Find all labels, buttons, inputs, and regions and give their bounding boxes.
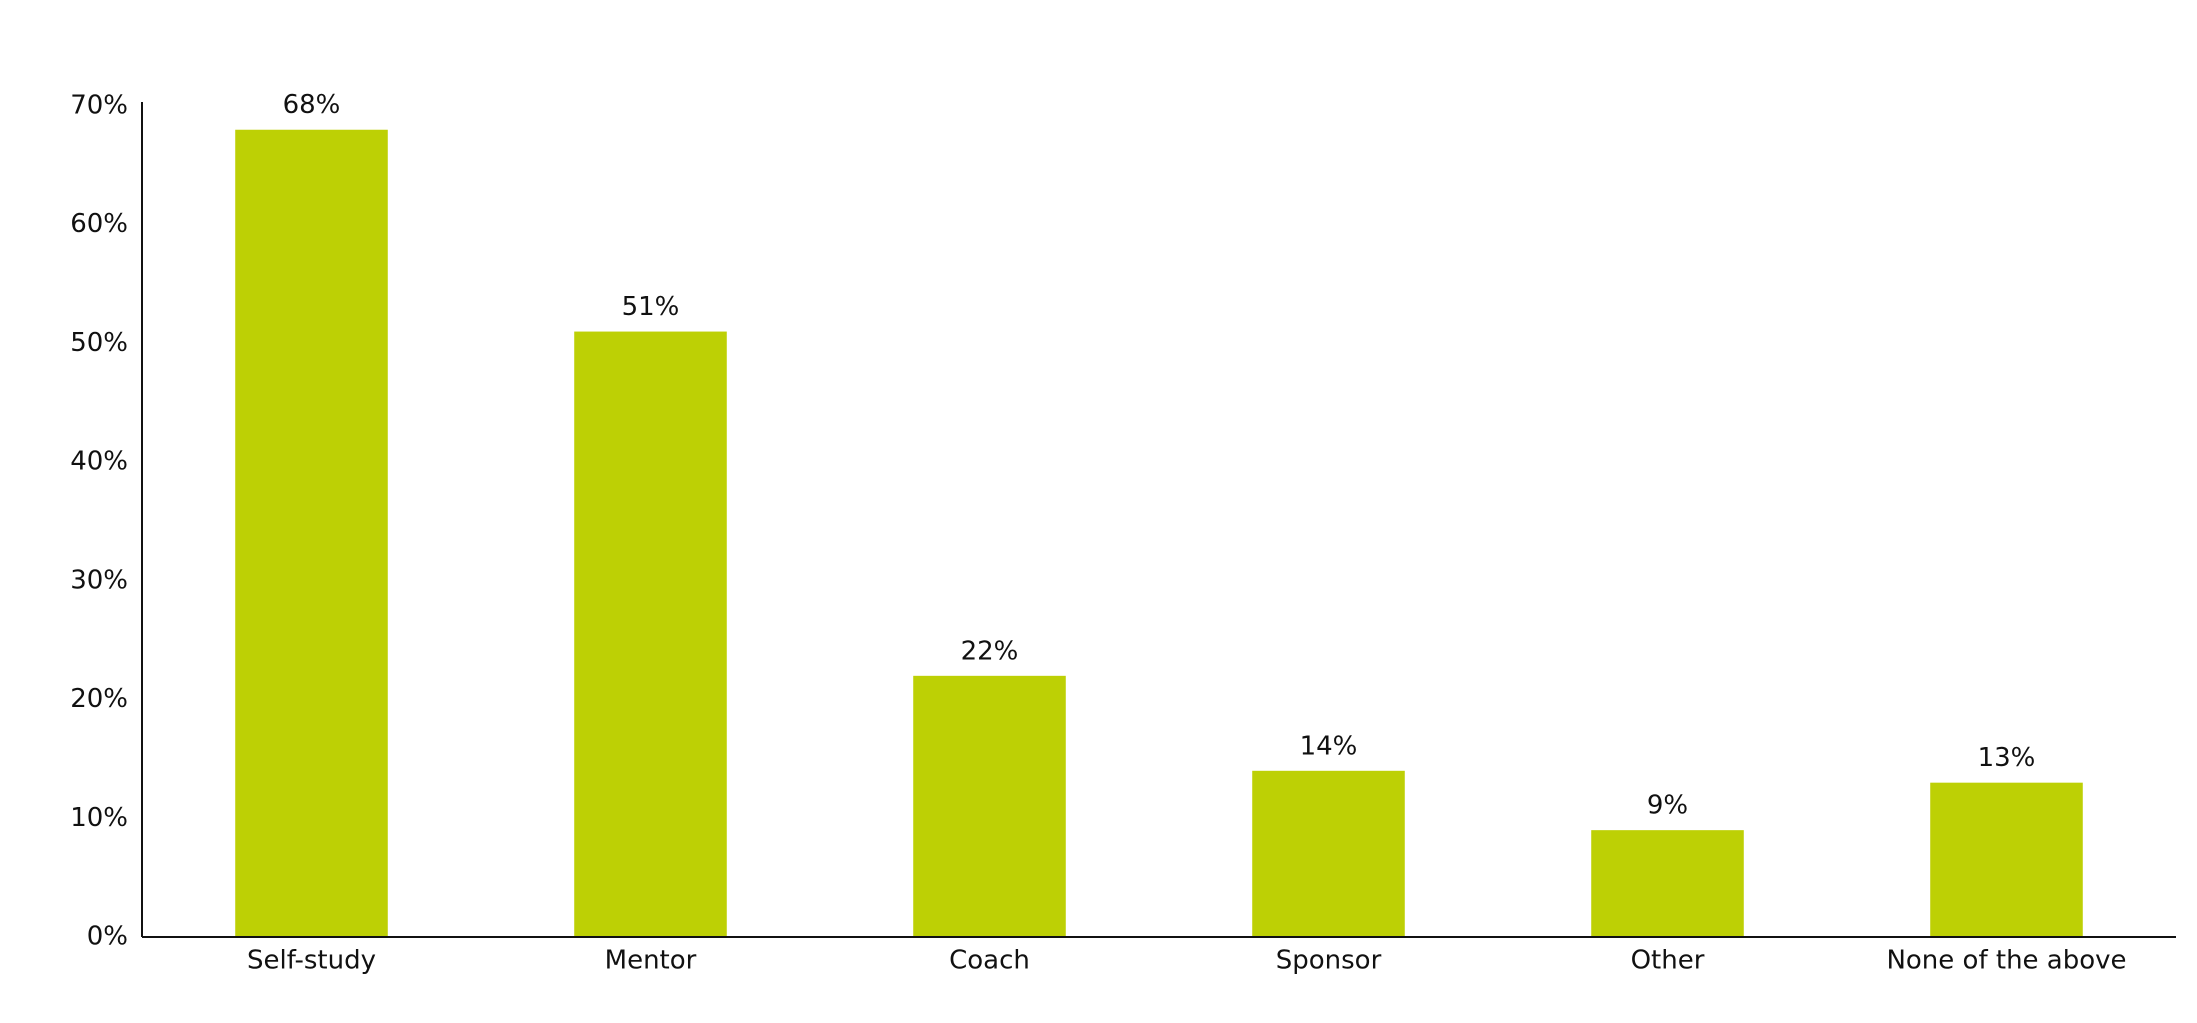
bar bbox=[574, 331, 727, 937]
y-tick-label: 10% bbox=[70, 803, 128, 833]
bar bbox=[1930, 782, 2083, 937]
y-tick-label: 0% bbox=[87, 922, 128, 952]
value-label: 51% bbox=[622, 292, 680, 322]
value-label: 68% bbox=[283, 90, 341, 120]
bar bbox=[1252, 770, 1405, 937]
x-tick-label: None of the above bbox=[1886, 946, 2126, 976]
value-label: 14% bbox=[1300, 731, 1358, 761]
x-tick-label: Mentor bbox=[605, 946, 697, 976]
x-tick-label: Other bbox=[1631, 946, 1705, 976]
x-tick-label: Coach bbox=[949, 946, 1030, 976]
y-tick-label: 20% bbox=[70, 684, 128, 714]
value-label: 22% bbox=[961, 636, 1019, 666]
y-tick-label: 30% bbox=[70, 565, 128, 595]
value-label: 9% bbox=[1647, 791, 1688, 821]
y-tick-label: 70% bbox=[70, 91, 128, 121]
y-tick-label: 40% bbox=[70, 447, 128, 477]
x-tick-label: Sponsor bbox=[1276, 946, 1382, 976]
x-tick-label: Self-study bbox=[247, 946, 376, 976]
bar bbox=[1591, 830, 1744, 937]
bar bbox=[913, 675, 1066, 937]
y-tick-label: 60% bbox=[70, 209, 128, 239]
y-tick-label: 50% bbox=[70, 328, 128, 358]
bar bbox=[235, 129, 388, 937]
value-label: 13% bbox=[1978, 743, 2036, 773]
